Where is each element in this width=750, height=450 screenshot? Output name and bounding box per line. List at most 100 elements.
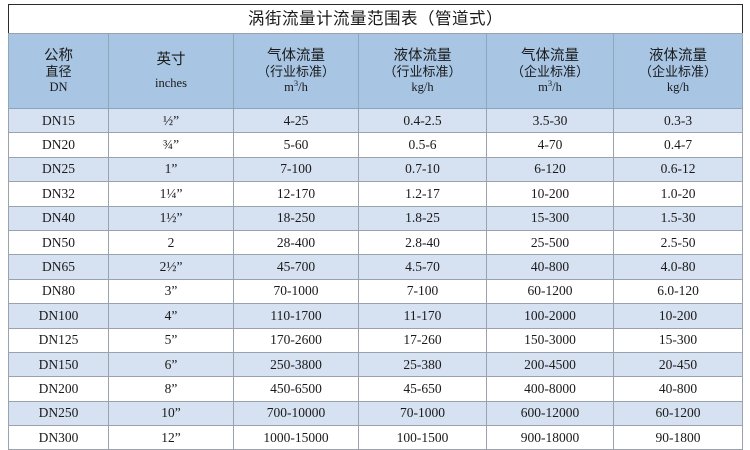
table-row: DN40 1½” 18-250 1.8-25 15-300 1.5-30 [8,205,744,231]
cell-inches: ¾” [108,132,234,158]
cell-gas_industry: 700-10000 [233,400,359,427]
cell-dn: DN15 [8,107,109,134]
cell-gas_industry: 5-60 [233,132,359,158]
column-header-unit: m3/h [538,78,562,95]
cell-liquid_enterprise: 2.5-50 [612,229,744,256]
column-header-liquid_industry: 液体流量 （行业标准） kg/h [358,33,487,109]
column-header-line1: 液体流量 [393,47,452,64]
cell-gas_enterprise: 6-120 [486,156,614,183]
cell-dn: DN150 [8,351,109,378]
cell-gas_enterprise: 400-8000 [486,376,614,402]
column-header-stack: 液体流量 （企业标准） kg/h [614,48,742,95]
cell-liquid_industry: 7-100 [358,278,487,305]
cell-gas_industry: 28-400 [233,229,359,256]
cell-liquid_industry: 1.2-17 [358,181,487,207]
cell-gas_industry: 170-2600 [233,327,359,353]
cell-liquid_industry: 0.5-6 [358,132,487,158]
cell-dn: DN65 [8,254,109,280]
cell-liquid_industry: 2.8-40 [358,229,487,256]
cell-dn: DN300 [8,425,109,450]
column-header-line1: 气体流量 [521,47,579,64]
table-row: DN15 ½” 4-25 0.4-2.5 3.5-30 0.3-3 [8,107,744,134]
cell-gas_industry: 70-1000 [233,278,359,305]
cell-liquid_enterprise: 90-1800 [612,425,744,450]
column-header-unit: inches [155,76,187,91]
cell-gas_industry: 250-3800 [233,351,359,378]
cell-liquid_industry: 25-380 [358,351,487,378]
column-header-inches: 英寸 inches [108,33,234,109]
cell-inches: 1” [108,156,234,183]
table-row: DN125 5” 170-2600 17-260 150-3000 15-300 [8,327,744,353]
column-header-line2: （企业标准） [639,63,718,79]
cell-inches: 2 [108,229,234,256]
column-header-line2: （行业标准） [256,63,335,79]
table-title-cell: 涡街流量计流量范围表（管道式） [8,4,743,34]
cell-gas_enterprise: 25-500 [486,229,614,256]
cell-gas_enterprise: 60-1200 [486,278,614,305]
cell-liquid_enterprise: 1.0-20 [612,181,744,207]
cell-liquid_enterprise: 60-1200 [612,400,744,427]
column-header-stack: 英寸 inches [109,52,233,90]
column-header-stack: 气体流量 （行业标准） m3/h [234,48,358,95]
cell-gas_enterprise: 40-800 [486,254,614,280]
column-header-unit: m3/h [284,78,308,95]
cell-liquid_enterprise: 10-200 [612,303,744,329]
cell-liquid_industry: 100-1500 [358,425,487,450]
cell-inches: 1½” [108,205,234,231]
table-title-row: 涡街流量计流量范围表（管道式） [8,4,743,34]
cell-inches: 5” [108,327,234,353]
cell-inches: 12” [108,425,234,450]
column-header-gas_industry: 气体流量 （行业标准） m3/h [233,33,359,109]
cell-liquid_industry: 1.8-25 [358,205,487,231]
cell-liquid_industry: 45-650 [358,376,487,402]
table-row: DN200 8” 450-6500 45-650 400-8000 40-800 [8,376,744,402]
flow-range-table: 涡街流量计流量范围表（管道式） 公称 直径 DN 英寸 inches 气体流量 （行业标准）… [8,4,744,450]
cell-dn: DN32 [8,181,109,207]
cell-liquid_enterprise: 4.0-80 [612,254,744,280]
column-header-liquid_enterprise: 液体流量 （企业标准） kg/h [612,33,744,109]
cell-liquid_industry: 4.5-70 [358,254,487,280]
table-row: DN250 10” 700-10000 70-1000 600-12000 60-1200 [8,400,744,427]
table-header-row: 公称 直径 DN 英寸 inches 气体流量 （行业标准） m3/h 液体流量 （行业标准） kg… [8,33,744,109]
cell-liquid_enterprise: 20-450 [612,351,744,378]
cell-dn: DN250 [8,400,109,427]
table-row: DN65 2½” 45-700 4.5-70 40-800 4.0-80 [8,254,744,280]
column-header-line2: 直径 [45,63,72,79]
cell-inches: 3” [108,278,234,305]
cell-gas_industry: 4-25 [233,107,359,134]
column-header-line1: 公称 [44,47,73,64]
cell-gas_industry: 450-6500 [233,376,359,402]
cell-liquid_enterprise: 0.4-7 [612,132,744,158]
document-title: 涡街流量计流量范围表（管道式） [248,9,504,28]
table-row: DN20 ¾” 5-60 0.5-6 4-70 0.4-7 [8,132,744,158]
cell-gas_enterprise: 150-3000 [486,327,614,353]
cell-liquid_enterprise: 40-800 [612,376,744,402]
column-header-stack: 液体流量 （行业标准） kg/h [359,48,486,95]
table-row: DN50 2 28-400 2.8-40 25-500 2.5-50 [8,229,744,256]
cell-gas_industry: 18-250 [233,205,359,231]
column-header-dn: 公称 直径 DN [8,33,109,109]
cell-gas_enterprise: 15-300 [486,205,614,231]
table-row: DN80 3” 70-1000 7-100 60-1200 6.0-120 [8,278,744,305]
table-row: DN150 6” 250-3800 25-380 200-4500 20-450 [8,351,744,378]
cell-liquid_enterprise: 1.5-30 [612,205,744,231]
cell-inches: 1¼” [108,181,234,207]
cell-dn: DN20 [8,132,109,158]
cell-dn: DN80 [8,278,109,305]
cell-gas_enterprise: 100-2000 [486,303,614,329]
column-header-line2: （行业标准） [383,63,462,79]
cell-dn: DN40 [8,205,109,231]
cell-dn: DN200 [8,376,109,402]
cell-inches: 2½” [108,254,234,280]
cell-inches: 8” [108,376,234,402]
column-header-unit: DN [49,80,68,95]
column-header-unit: kg/h [411,80,434,95]
cell-gas_industry: 12-170 [233,181,359,207]
unit-superscript: 3 [293,78,299,89]
cell-liquid_industry: 0.7-10 [358,156,487,183]
cell-gas_enterprise: 3.5-30 [486,107,614,134]
cell-gas_industry: 7-100 [233,156,359,183]
column-header-unit: kg/h [666,80,690,95]
cell-gas_industry: 1000-15000 [233,425,359,450]
